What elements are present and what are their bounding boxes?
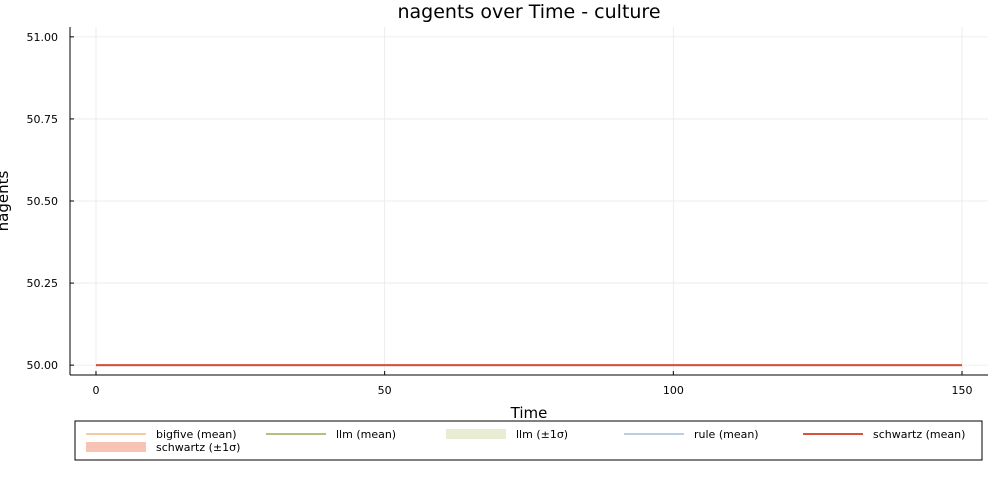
y-tick-label: 50.50 xyxy=(27,195,59,208)
legend-item-schwartz-1: schwartz (±1σ) xyxy=(86,441,240,454)
x-tick-label: 50 xyxy=(378,384,392,397)
legend-item-llm-mean: llm (mean) xyxy=(266,428,396,441)
legend: bigfive (mean) llm (mean) llm (±1σ) rule (m… xyxy=(74,420,983,461)
x-axis-title: Time xyxy=(510,404,548,422)
y-tick-label: 50.75 xyxy=(27,113,59,126)
legend-items: bigfive (mean) llm (mean) llm (±1σ) rule (m… xyxy=(86,428,965,454)
legend-item-rule-mean: rule (mean) xyxy=(624,428,759,441)
legend-label: rule (mean) xyxy=(694,428,759,441)
legend-swatch xyxy=(86,442,146,452)
x-tick-label: 150 xyxy=(952,384,973,397)
grid-lines xyxy=(70,27,988,375)
legend-label: bigfive (mean) xyxy=(156,428,237,441)
legend-box xyxy=(74,420,983,461)
legend-item-llm-1: llm (±1σ) xyxy=(446,428,568,441)
legend-item-schwartz-mean: schwartz (mean) xyxy=(803,428,965,441)
y-tick-label: 51.00 xyxy=(27,31,59,44)
axis-ticks: 0 50 100 150 50.00 50.25 50.50 50.75 51.00 xyxy=(27,31,973,397)
x-tick-label: 100 xyxy=(663,384,684,397)
legend-swatch xyxy=(446,429,506,439)
legend-label: schwartz (mean) xyxy=(873,428,965,441)
x-tick-label: 0 xyxy=(92,384,99,397)
legend-item-bigfive-mean: bigfive (mean) xyxy=(86,428,237,441)
y-tick-label: 50.25 xyxy=(27,277,59,290)
legend-label: llm (mean) xyxy=(336,428,396,441)
y-tick-label: 50.00 xyxy=(27,359,59,372)
y-axis-title: nagents xyxy=(0,170,12,231)
legend-label: llm (±1σ) xyxy=(516,428,568,441)
chart-title: nagents over Time - culture xyxy=(397,1,660,23)
legend-label: schwartz (±1σ) xyxy=(156,441,240,454)
